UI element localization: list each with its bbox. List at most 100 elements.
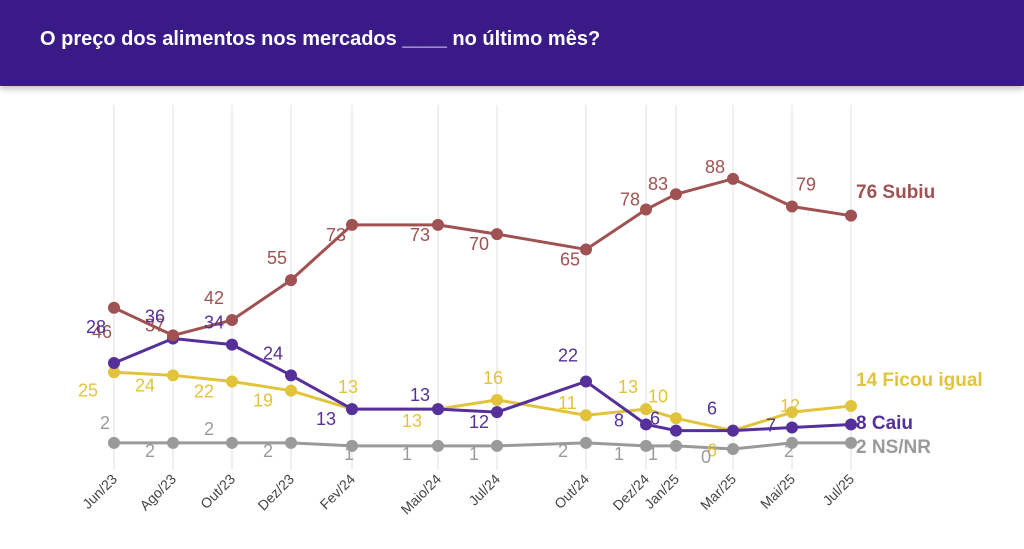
end-label-caiu: 8 Caiu <box>856 413 913 434</box>
data-label-caiu: 36 <box>145 306 165 326</box>
data-point-subiu <box>845 209 857 222</box>
data-point-caiu <box>670 424 682 437</box>
data-label-ns-nr: 1 <box>469 444 479 464</box>
data-point-ns-nr <box>670 439 682 452</box>
data-label-ficou-igual: 6 <box>707 441 717 461</box>
data-point-caiu <box>432 403 444 416</box>
data-point-ns-nr <box>640 439 652 452</box>
data-label-subiu: 65 <box>560 249 580 269</box>
x-tick-label: Jul/24 <box>465 471 503 509</box>
data-point-subiu <box>285 274 297 287</box>
data-label-subiu: 88 <box>705 157 725 177</box>
data-point-caiu <box>640 418 652 431</box>
data-point-ns-nr <box>432 439 444 452</box>
data-label-caiu: 28 <box>86 317 106 337</box>
x-tick-label: Mar/25 <box>697 471 739 513</box>
x-tick-label: Jun/23 <box>79 471 120 512</box>
data-label-caiu: 13 <box>316 409 336 429</box>
x-tick-label: Out/23 <box>197 471 238 512</box>
data-label-caiu: 34 <box>204 313 224 333</box>
data-label-ns-nr: 2 <box>145 441 155 461</box>
data-point-ns-nr <box>786 436 798 449</box>
data-point-subiu <box>167 329 179 342</box>
data-label-ns-nr: 0 <box>701 447 711 467</box>
data-label-ficou-igual: 13 <box>618 377 638 397</box>
data-label-ns-nr: 2 <box>204 419 214 439</box>
data-point-ns-nr <box>346 439 358 452</box>
data-label-caiu: 13 <box>410 385 430 405</box>
data-point-caiu <box>786 421 798 434</box>
data-label-ficou-igual: 11 <box>558 393 577 413</box>
data-label-ns-nr: 1 <box>344 444 354 464</box>
data-point-ficou-igual <box>285 384 297 397</box>
data-point-caiu <box>346 403 358 416</box>
data-point-caiu <box>108 357 120 370</box>
data-point-ficou-igual <box>108 366 120 379</box>
data-point-ficou-igual <box>640 403 652 416</box>
data-point-subiu <box>580 243 592 256</box>
end-label-subiu: 76 Subiu <box>856 182 935 203</box>
data-point-ns-nr <box>108 436 120 449</box>
data-label-caiu: 8 <box>614 410 624 430</box>
data-point-ficou-igual <box>845 400 857 413</box>
data-label-ficou-igual: 22 <box>194 381 214 401</box>
data-label-ficou-igual: 13 <box>338 377 358 397</box>
data-label-subiu: 78 <box>620 190 640 210</box>
data-label-ns-nr: 2 <box>784 441 794 461</box>
data-label-ficou-igual: 24 <box>135 375 155 395</box>
data-point-ns-nr <box>167 436 179 449</box>
data-label-ficou-igual: 10 <box>648 386 668 406</box>
end-label-ns-nr: 2 NS/NR <box>856 437 931 458</box>
data-point-ficou-igual <box>786 406 798 419</box>
data-label-caiu: 22 <box>558 345 578 365</box>
data-point-subiu <box>226 314 238 327</box>
data-label-ficou-igual: 12 <box>780 396 800 416</box>
data-label-subiu: 73 <box>326 225 346 245</box>
x-tick-label: Maio/24 <box>398 471 445 518</box>
data-point-ns-nr <box>580 436 592 449</box>
data-point-ns-nr <box>491 439 503 452</box>
data-point-ns-nr <box>285 436 297 449</box>
data-label-subiu: 42 <box>204 288 224 308</box>
data-point-subiu <box>108 301 120 314</box>
series-line-ns-nr <box>114 441 851 451</box>
data-label-ficou-igual: 13 <box>402 411 422 431</box>
data-point-ficou-igual <box>670 412 682 425</box>
data-point-ns-nr <box>845 436 857 449</box>
data-label-caiu: 6 <box>707 399 717 419</box>
data-point-ns-nr <box>226 436 238 449</box>
data-label-caiu: 24 <box>263 343 283 363</box>
data-label-ns-nr: 1 <box>614 444 624 464</box>
data-label-ns-nr: 2 <box>558 441 568 461</box>
data-point-subiu <box>640 203 652 216</box>
data-point-ficou-igual <box>580 409 592 422</box>
data-point-subiu <box>786 200 798 213</box>
data-label-subiu: 70 <box>469 234 489 254</box>
data-label-caiu: 12 <box>469 412 489 432</box>
data-label-ns-nr: 2 <box>100 413 110 433</box>
data-label-caiu: 6 <box>650 409 660 429</box>
data-point-caiu <box>845 418 857 431</box>
data-point-caiu <box>580 375 592 388</box>
series-line-subiu <box>113 177 852 337</box>
data-point-caiu <box>226 338 238 351</box>
data-label-subiu: 83 <box>648 174 668 194</box>
data-point-subiu <box>491 228 503 241</box>
x-tick-label: Mai/25 <box>757 471 798 512</box>
data-label-ficou-igual: 25 <box>78 380 98 400</box>
data-label-ns-nr: 1 <box>402 444 412 464</box>
data-label-ns-nr: 1 <box>648 444 658 464</box>
data-label-ns-nr: 2 <box>263 441 273 461</box>
x-tick-label: Dez/23 <box>254 471 297 514</box>
x-tick-label: Fev/24 <box>317 471 359 513</box>
data-label-subiu: 37 <box>145 315 165 335</box>
x-tick-label: Out/24 <box>551 471 592 512</box>
data-point-caiu <box>491 406 503 419</box>
end-label-ficou-igual: 14 Ficou igual <box>856 370 983 391</box>
data-point-ficou-igual <box>167 369 179 382</box>
data-label-caiu: 7 <box>766 416 776 436</box>
header-bar: O preço dos alimentos nos mercados ____ … <box>0 0 1024 86</box>
data-point-subiu <box>432 218 444 231</box>
data-label-subiu: 73 <box>410 225 430 245</box>
